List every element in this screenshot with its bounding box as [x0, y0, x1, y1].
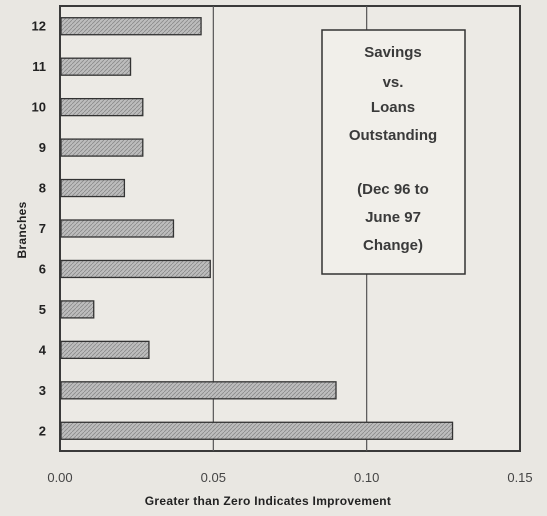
y-tick-label: 9 — [39, 140, 46, 155]
annotation-line-6: (Dec 96 to — [357, 181, 429, 198]
y-tick-label: 4 — [39, 342, 47, 357]
bar-branch-7 — [60, 219, 175, 238]
annotation-line-4: Outstanding — [349, 127, 437, 144]
y-tick-label: 10 — [32, 100, 46, 115]
y-tick-labels: 2 3 4 5 6 7 8 9 10 11 12 — [32, 19, 47, 439]
x-tick-label: 0.00 — [47, 470, 72, 485]
y-tick-label: 3 — [39, 383, 46, 398]
bar-branch-3 — [60, 381, 337, 400]
bars — [60, 17, 454, 440]
bar-branch-8 — [60, 178, 126, 198]
y-tick-label: 6 — [39, 261, 46, 276]
annotation-line-1: Savings — [364, 44, 422, 61]
annotation-line-2: vs. — [383, 74, 404, 91]
annotation-box: Savings vs. Loans Outstanding (Dec 96 to… — [321, 29, 466, 275]
x-tick-label: 0.10 — [354, 470, 379, 485]
bar-branch-10 — [60, 97, 144, 117]
annotation-line-3: Loans — [371, 99, 415, 116]
bar-branch-12 — [60, 17, 202, 36]
y-tick-label: 12 — [32, 19, 46, 34]
y-tick-label: 8 — [39, 181, 46, 196]
bar-branch-9 — [60, 138, 144, 157]
x-tick-label: 0.15 — [507, 470, 532, 485]
y-tick-label: 2 — [39, 423, 46, 438]
bar-branch-6 — [60, 259, 211, 279]
bar-branch-2 — [60, 421, 454, 440]
bar-branch-11 — [60, 57, 132, 76]
x-tick-label: 0.05 — [201, 470, 226, 485]
bar-branch-4 — [60, 340, 150, 360]
y-tick-label: 11 — [32, 59, 46, 74]
x-tick-labels: 0.00 0.05 0.10 0.15 — [47, 470, 532, 485]
annotation-line-8: Change) — [363, 237, 423, 254]
bar-branch-5 — [60, 300, 95, 319]
y-tick-label: 7 — [39, 221, 46, 236]
y-axis-title: Branches — [15, 201, 29, 258]
annotation-line-7: June 97 — [365, 209, 421, 226]
y-tick-label: 5 — [39, 302, 46, 317]
x-axis-title: Greater than Zero Indicates Improvement — [145, 494, 391, 508]
